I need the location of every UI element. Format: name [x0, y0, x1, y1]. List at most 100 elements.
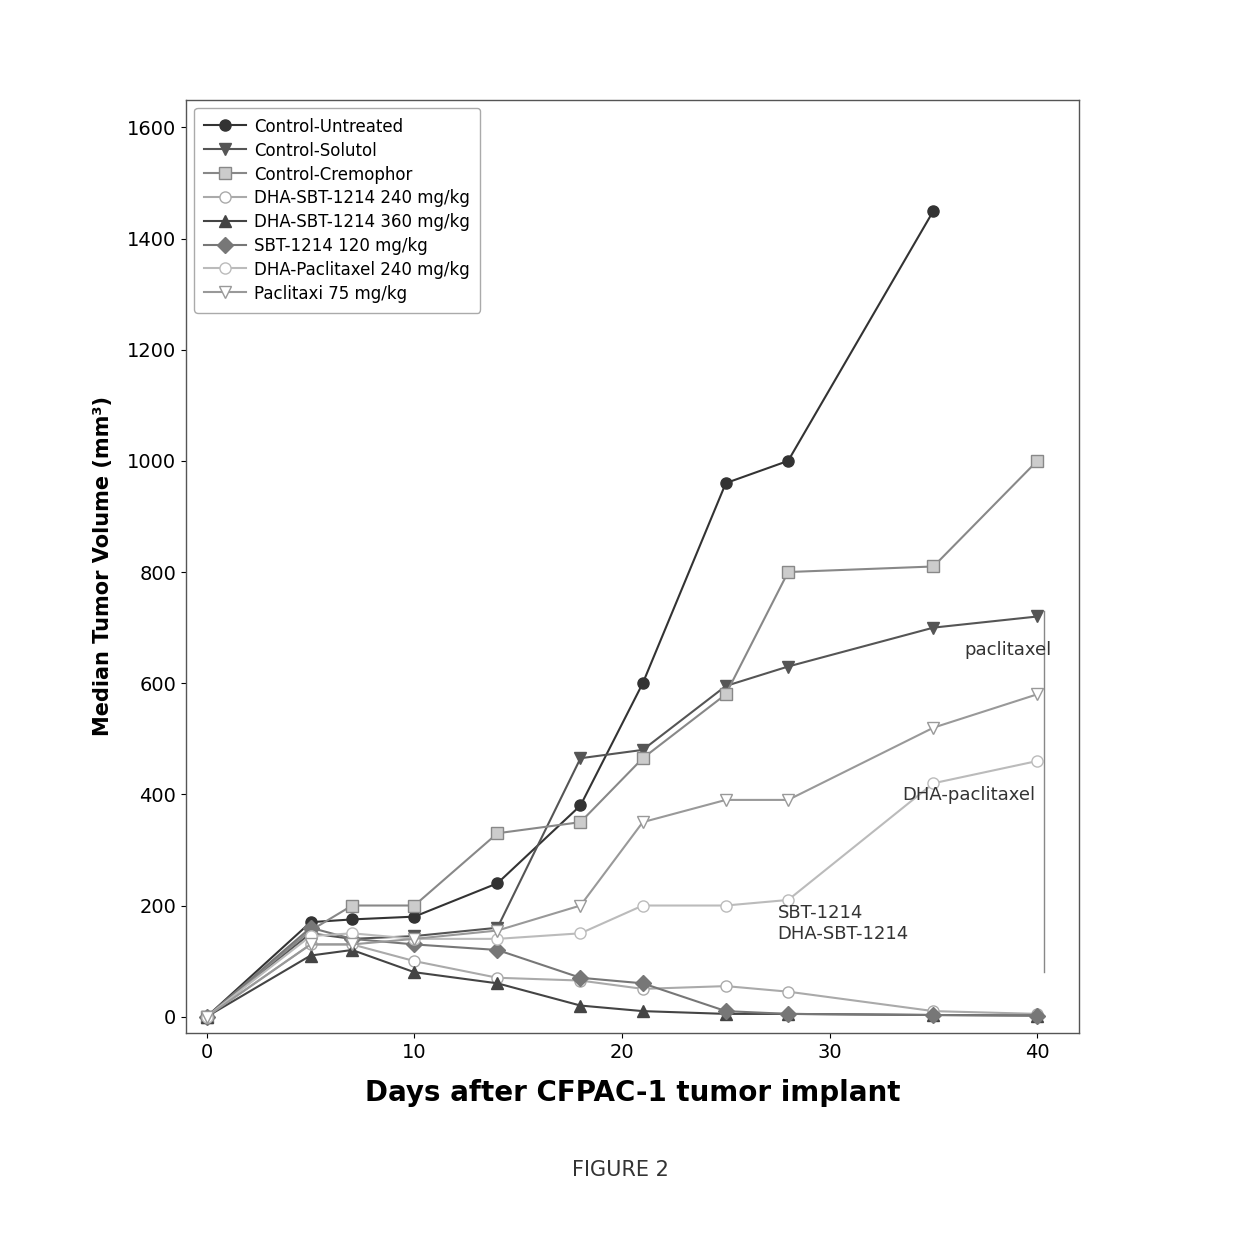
Paclitaxi 75 mg/kg	[781, 792, 796, 807]
Control-Solutol	[718, 679, 733, 693]
Control-Cremophor	[781, 564, 796, 579]
SBT-1214 120 mg/kg	[407, 937, 422, 952]
Paclitaxi 75 mg/kg	[926, 720, 941, 735]
Control-Untreated	[573, 798, 588, 813]
DHA-SBT-1214 360 mg/kg	[718, 1006, 733, 1021]
DHA-SBT-1214 240 mg/kg	[635, 981, 650, 996]
DHA-SBT-1214 240 mg/kg	[718, 979, 733, 994]
Control-Cremophor	[345, 898, 360, 913]
Control-Untreated	[781, 453, 796, 468]
Line: DHA-Paclitaxel 240 mg/kg: DHA-Paclitaxel 240 mg/kg	[201, 756, 1043, 1022]
Text: FIGURE 2: FIGURE 2	[572, 1160, 668, 1180]
Control-Solutol	[490, 920, 505, 935]
DHA-SBT-1214 360 mg/kg	[573, 998, 588, 1013]
DHA-Paclitaxel 240 mg/kg	[345, 926, 360, 941]
SBT-1214 120 mg/kg	[926, 1007, 941, 1022]
Line: DHA-SBT-1214 360 mg/kg: DHA-SBT-1214 360 mg/kg	[201, 945, 1043, 1022]
Control-Cremophor	[635, 751, 650, 766]
Control-Solutol	[345, 931, 360, 946]
X-axis label: Days after CFPAC-1 tumor implant: Days after CFPAC-1 tumor implant	[365, 1078, 900, 1107]
Control-Untreated	[200, 1010, 215, 1025]
Control-Solutol	[781, 659, 796, 674]
Control-Solutol	[200, 1010, 215, 1025]
Line: Control-Solutol: Control-Solutol	[201, 611, 1043, 1022]
Paclitaxi 75 mg/kg	[718, 792, 733, 807]
Y-axis label: Median Tumor Volume (mm³): Median Tumor Volume (mm³)	[93, 396, 113, 737]
DHA-SBT-1214 360 mg/kg	[781, 1006, 796, 1021]
DHA-Paclitaxel 240 mg/kg	[303, 929, 317, 944]
Control-Untreated	[718, 476, 733, 491]
SBT-1214 120 mg/kg	[718, 1003, 733, 1018]
DHA-SBT-1214 240 mg/kg	[345, 937, 360, 952]
DHA-SBT-1214 240 mg/kg	[1030, 1006, 1045, 1021]
Line: SBT-1214 120 mg/kg: SBT-1214 120 mg/kg	[201, 923, 1043, 1022]
DHA-SBT-1214 360 mg/kg	[490, 976, 505, 991]
DHA-SBT-1214 240 mg/kg	[490, 970, 505, 985]
DHA-Paclitaxel 240 mg/kg	[490, 931, 505, 946]
DHA-Paclitaxel 240 mg/kg	[200, 1010, 215, 1025]
DHA-SBT-1214 240 mg/kg	[303, 937, 317, 952]
Line: Paclitaxi 75 mg/kg: Paclitaxi 75 mg/kg	[201, 688, 1043, 1022]
Control-Cremophor	[200, 1010, 215, 1025]
DHA-SBT-1214 240 mg/kg	[573, 974, 588, 989]
SBT-1214 120 mg/kg	[1030, 1008, 1045, 1023]
DHA-SBT-1214 360 mg/kg	[635, 1003, 650, 1018]
Control-Solutol	[635, 742, 650, 757]
Paclitaxi 75 mg/kg	[635, 814, 650, 829]
SBT-1214 120 mg/kg	[200, 1010, 215, 1025]
SBT-1214 120 mg/kg	[573, 970, 588, 985]
Paclitaxi 75 mg/kg	[1030, 687, 1045, 702]
SBT-1214 120 mg/kg	[781, 1006, 796, 1021]
Control-Cremophor	[718, 687, 733, 702]
DHA-SBT-1214 240 mg/kg	[200, 1010, 215, 1025]
Control-Cremophor	[303, 923, 317, 937]
Line: DHA-SBT-1214 240 mg/kg: DHA-SBT-1214 240 mg/kg	[201, 939, 1043, 1022]
DHA-SBT-1214 360 mg/kg	[200, 1010, 215, 1025]
Control-Solutol	[926, 620, 941, 635]
Control-Untreated	[345, 911, 360, 926]
DHA-Paclitaxel 240 mg/kg	[718, 898, 733, 913]
SBT-1214 120 mg/kg	[635, 976, 650, 991]
DHA-SBT-1214 360 mg/kg	[345, 942, 360, 957]
Control-Untreated	[926, 203, 941, 218]
SBT-1214 120 mg/kg	[490, 942, 505, 957]
DHA-SBT-1214 240 mg/kg	[781, 985, 796, 1000]
DHA-SBT-1214 360 mg/kg	[926, 1007, 941, 1022]
Paclitaxi 75 mg/kg	[303, 937, 317, 952]
Control-Cremophor	[490, 825, 505, 840]
Control-Untreated	[490, 875, 505, 890]
Control-Cremophor	[573, 814, 588, 829]
Control-Solutol	[573, 751, 588, 766]
DHA-Paclitaxel 240 mg/kg	[635, 898, 650, 913]
Text: SBT-1214
DHA-SBT-1214: SBT-1214 DHA-SBT-1214	[777, 904, 909, 942]
Control-Cremophor	[407, 898, 422, 913]
DHA-SBT-1214 360 mg/kg	[303, 949, 317, 964]
SBT-1214 120 mg/kg	[303, 920, 317, 935]
Control-Solutol	[1030, 609, 1045, 624]
Paclitaxi 75 mg/kg	[573, 898, 588, 913]
DHA-SBT-1214 360 mg/kg	[1030, 1008, 1045, 1023]
Control-Untreated	[635, 676, 650, 691]
Paclitaxi 75 mg/kg	[345, 937, 360, 952]
Control-Untreated	[303, 915, 317, 930]
Legend: Control-Untreated, Control-Solutol, Control-Cremophor, DHA-SBT-1214 240 mg/kg, D: Control-Untreated, Control-Solutol, Cont…	[195, 108, 480, 312]
Control-Solutol	[303, 926, 317, 941]
Control-Solutol	[407, 929, 422, 944]
Text: paclitaxel: paclitaxel	[965, 641, 1052, 660]
Control-Cremophor	[926, 559, 941, 574]
DHA-SBT-1214 240 mg/kg	[926, 1003, 941, 1018]
DHA-Paclitaxel 240 mg/kg	[781, 893, 796, 908]
Line: Control-Cremophor: Control-Cremophor	[201, 456, 1043, 1022]
Paclitaxi 75 mg/kg	[200, 1010, 215, 1025]
DHA-SBT-1214 240 mg/kg	[407, 954, 422, 969]
SBT-1214 120 mg/kg	[345, 931, 360, 946]
DHA-SBT-1214 360 mg/kg	[407, 965, 422, 980]
DHA-Paclitaxel 240 mg/kg	[573, 926, 588, 941]
Text: DHA-paclitaxel: DHA-paclitaxel	[903, 786, 1035, 804]
Paclitaxi 75 mg/kg	[490, 923, 505, 937]
DHA-Paclitaxel 240 mg/kg	[1030, 753, 1045, 768]
Control-Untreated	[407, 909, 422, 924]
Paclitaxi 75 mg/kg	[407, 931, 422, 946]
Line: Control-Untreated: Control-Untreated	[201, 205, 939, 1022]
Control-Cremophor	[1030, 453, 1045, 468]
